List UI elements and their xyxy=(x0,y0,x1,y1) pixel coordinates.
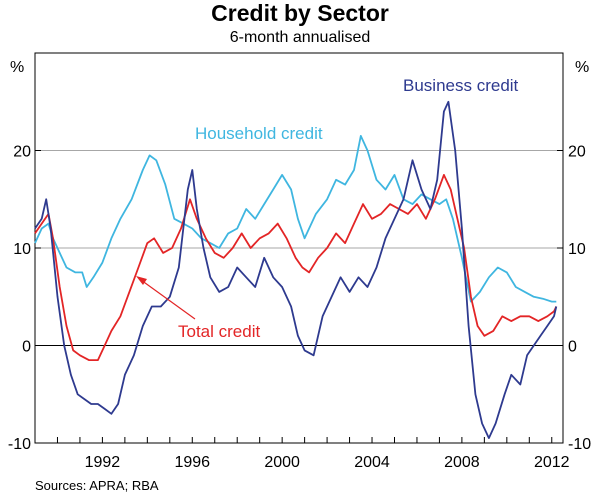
x-tick-label: 2008 xyxy=(444,454,480,471)
source-note: Sources: APRA; RBA xyxy=(35,478,159,493)
chart-title: Credit by Sector xyxy=(211,0,389,26)
y-unit-left: % xyxy=(10,59,24,76)
legend-household-credit: Household credit xyxy=(195,124,323,143)
x-tick-label: 1992 xyxy=(85,454,121,471)
y-tick-label-right: 20 xyxy=(568,144,586,161)
series-line-household-credit xyxy=(34,135,557,303)
y-tick-label-left: 0 xyxy=(22,339,31,356)
series-lines xyxy=(34,100,558,439)
axis-ticks: -10 -10 0 0 10 10 20 20 1992 1996 2000 2004 2008 2012 xyxy=(8,144,591,472)
x-tick-label: 2012 xyxy=(534,454,570,471)
chart-subtitle: 6-month annualised xyxy=(229,29,371,46)
total-credit-arrowhead xyxy=(136,276,147,285)
y-tick-label-left: -10 xyxy=(8,436,31,453)
y-tick-label-left: 20 xyxy=(13,144,31,161)
y-tick-label-right: 0 xyxy=(568,339,577,356)
grid-lines xyxy=(35,150,563,346)
y-unit-right: % xyxy=(575,59,589,76)
y-tick-label-right: -10 xyxy=(568,436,591,453)
series-line-total-credit xyxy=(34,174,558,361)
x-tick-label: 2004 xyxy=(354,454,390,471)
legend-business-credit: Business credit xyxy=(403,76,519,95)
y-tick-label-left: 10 xyxy=(13,241,31,258)
y-tick-label-right: 10 xyxy=(568,241,586,258)
x-tick-label: 2000 xyxy=(264,454,300,471)
x-tick-label: 1996 xyxy=(174,454,210,471)
series-line-business-credit xyxy=(34,100,558,439)
total-credit-arrow-shaft xyxy=(140,279,196,320)
legend-total-credit: Total credit xyxy=(178,322,260,341)
